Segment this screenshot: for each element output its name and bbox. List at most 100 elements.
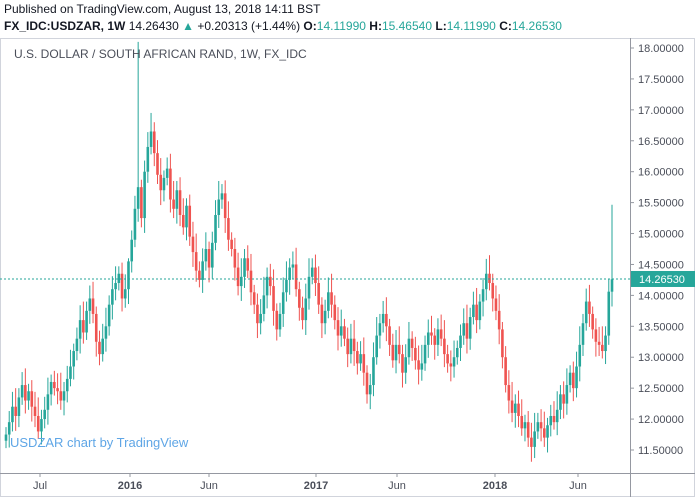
candle [165,157,169,186]
candle [481,278,485,317]
candle [240,258,243,301]
candle [291,251,295,279]
candle [407,321,411,365]
candle [381,300,385,333]
candle [85,301,88,340]
candle [601,326,604,359]
symbol-label: FX_IDC:USDZAR, 1W [4,19,126,33]
candle [455,340,459,365]
candle [249,253,253,306]
candle [4,427,8,449]
current-price-tag-bg [631,270,695,287]
candle [256,293,259,339]
candle [65,365,69,403]
candle [507,370,511,414]
candle [178,177,182,227]
candle [443,320,446,368]
candle [546,417,549,453]
candle [343,318,346,347]
candle [143,160,146,233]
candle [410,331,414,361]
candle [94,306,98,357]
candle [69,349,72,387]
change-value: +0.20313 (+1.44%) [197,19,301,33]
candle [349,323,353,364]
candle [449,350,453,382]
high-label: H: [369,19,382,33]
candle [156,140,159,185]
candle [359,341,362,371]
price-tick-label: 13.50000 [638,321,684,333]
candle [82,301,85,344]
candle [372,342,375,397]
price-axis[interactable]: 18.00000 17.50000 17.00000 16.50000 16.00000… [630,43,684,457]
candle [114,266,117,301]
published-caption: Published on TradingView.com, August 13,… [4,2,321,16]
candle [591,306,594,339]
close-label: C: [499,19,512,33]
price-tick-label: 14.00000 [638,290,684,302]
time-axis[interactable]: Jul 2016 Jun 2017 Jun 2018 Jun [33,473,587,492]
candle [414,336,417,370]
candle [27,383,30,410]
candle [136,41,140,222]
candle [78,305,82,354]
candle [543,411,546,447]
open-label: O: [303,19,317,33]
candles [4,41,614,462]
candle [101,323,105,362]
time-tick-label: Jul [33,480,47,492]
candle [278,302,282,337]
current-price-label: 14.26530 [639,274,685,286]
candle [201,248,204,293]
candle [368,373,372,410]
candle [33,391,37,428]
candle [59,372,63,410]
candle [597,326,601,356]
candle [504,346,507,393]
chart-border [0,38,695,497]
candle [510,381,514,423]
candle [243,249,246,288]
candle [53,370,56,396]
candle [288,258,291,295]
candle [388,318,391,356]
candle [494,285,498,321]
candle [152,122,156,167]
candle [223,180,227,233]
candle [230,232,233,257]
candle [333,295,337,330]
candle [91,281,95,324]
candle [526,411,530,447]
candle [555,391,559,436]
candle [520,399,524,436]
candle [107,295,111,336]
candle [40,409,43,445]
candle [117,266,121,291]
time-tick-label: Jun [200,480,218,492]
candle [327,277,330,319]
candle [497,294,501,345]
chart-frame[interactable]: 18.00000 17.50000 17.00000 16.50000 16.00000… [0,38,695,497]
candle [30,380,34,422]
candle [198,261,201,288]
candle [227,201,230,251]
candle [314,254,317,297]
last-price: 14.26430 [128,19,179,33]
candle [552,401,556,430]
time-tick-label: Jun [569,480,587,492]
candle [285,261,288,302]
low-label: L: [435,19,447,33]
candle [446,344,449,373]
current-price-tag: 14.26530 [631,270,695,287]
candle [214,200,217,251]
chart-svg[interactable]: 18.00000 17.50000 17.00000 16.50000 16.00000… [0,38,695,497]
candle [468,307,472,350]
candle [75,327,79,361]
candle [72,343,75,380]
candle [539,409,543,442]
candle [462,308,466,345]
candle [513,394,517,428]
candle [533,412,536,459]
candle [562,381,565,419]
